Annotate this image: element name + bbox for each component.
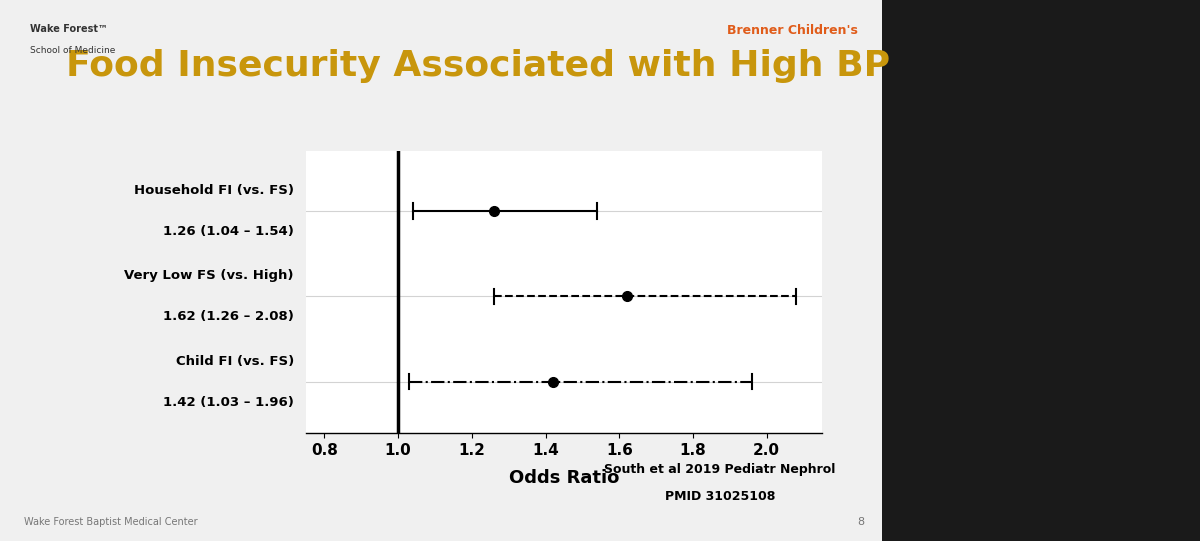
Text: PMID 31025108: PMID 31025108 <box>665 490 775 503</box>
Text: 1.42 (1.03 – 1.96): 1.42 (1.03 – 1.96) <box>163 395 294 408</box>
Text: Brenner Children's: Brenner Children's <box>727 24 858 37</box>
Text: 1.26 (1.04 – 1.54): 1.26 (1.04 – 1.54) <box>163 225 294 238</box>
Text: School of Medicine: School of Medicine <box>30 46 115 55</box>
Text: Wake Forest™: Wake Forest™ <box>30 24 108 34</box>
Text: Child FI (vs. FS): Child FI (vs. FS) <box>175 354 294 367</box>
Text: 1.62 (1.26 – 2.08): 1.62 (1.26 – 2.08) <box>163 311 294 324</box>
Text: Household FI (vs. FS): Household FI (vs. FS) <box>134 184 294 197</box>
Text: South et al 2019 Pediatr Nephrol: South et al 2019 Pediatr Nephrol <box>605 463 835 476</box>
Text: Very Low FS (vs. High): Very Low FS (vs. High) <box>125 269 294 282</box>
Text: 8: 8 <box>857 518 864 527</box>
Text: Food Insecurity Associated with High BP: Food Insecurity Associated with High BP <box>66 49 890 83</box>
X-axis label: Odds Ratio: Odds Ratio <box>509 469 619 487</box>
Text: Wake Forest Baptist Medical Center: Wake Forest Baptist Medical Center <box>24 518 198 527</box>
